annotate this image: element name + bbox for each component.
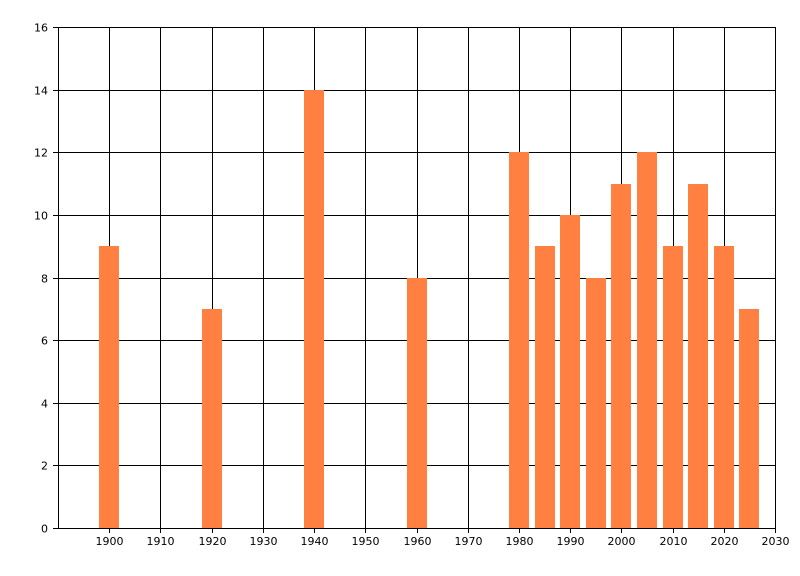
x-tick-label: 1980 [506,535,534,548]
x-tick-label: 1960 [404,535,432,548]
bar-2020 [714,246,734,528]
y-tick-label: 10 [34,210,48,223]
x-tick-label: 2030 [762,535,790,548]
y-tick-label: 12 [34,147,48,160]
y-axis-tick-labels: 0 2 4 6 8 10 12 14 16 [34,22,48,536]
bar-2005 [637,152,657,528]
y-tick-label: 14 [34,85,48,98]
bar-1920 [202,309,222,528]
bar-1995 [586,278,606,529]
bar-2025 [739,309,759,528]
y-tick-label: 2 [41,460,48,473]
y-tick-label: 6 [41,335,48,348]
x-tick-label: 2010 [660,535,688,548]
x-tick-label: 1970 [455,535,483,548]
x-axis-tick-labels: 1900 1910 1920 1930 1940 1950 1960 1970 1980 1990… [96,535,790,548]
x-tick-label: 2020 [711,535,739,548]
bar-1940 [304,90,324,528]
bar-2010 [663,246,683,528]
x-tick-label: 1900 [96,535,124,548]
x-tick-label: 1920 [199,535,227,548]
y-tick-label: 4 [41,398,48,411]
bar-1980 [509,152,529,528]
bar-2000 [611,184,631,528]
x-tick-label: 1930 [250,535,278,548]
x-tick-label: 1910 [147,535,175,548]
bars [99,90,759,529]
bar-1990 [560,215,580,528]
axes [53,27,776,533]
x-tick-label: 1940 [301,535,329,548]
y-tick-label: 16 [34,22,48,35]
y-tick-label: 8 [41,273,48,286]
x-tick-label: 2000 [608,535,636,548]
bar-1960 [407,278,427,529]
bar-1985 [535,246,555,528]
bar-1900 [99,246,119,528]
y-tick-label: 0 [41,523,48,536]
x-tick-label: 1950 [352,535,380,548]
x-tick-label: 1990 [557,535,585,548]
bar-2015 [688,184,708,528]
